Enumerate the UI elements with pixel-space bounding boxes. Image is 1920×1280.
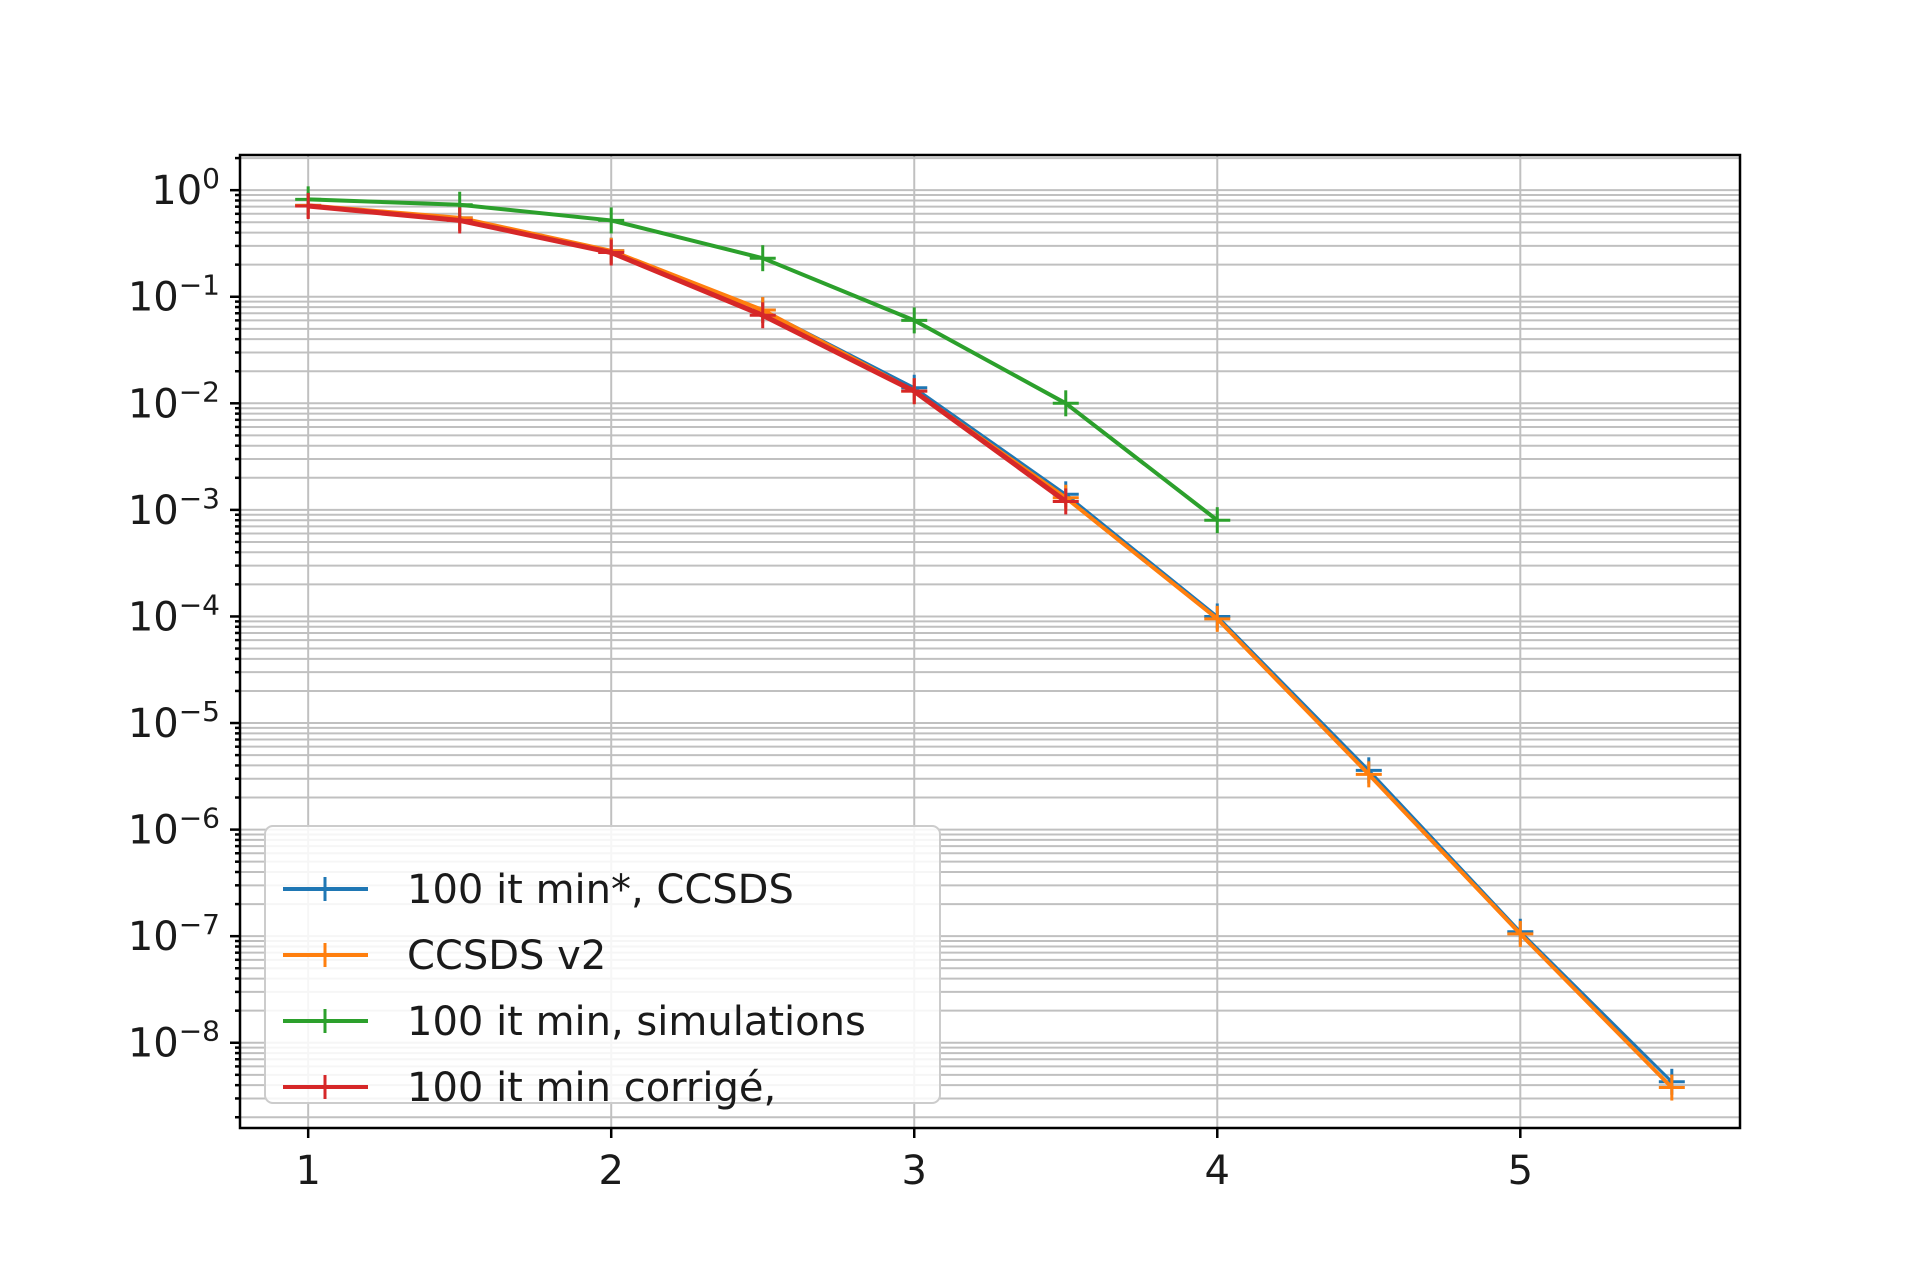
series-layer: [295, 186, 1685, 1101]
data-point: [295, 193, 322, 220]
legend-label: 100 it min, simulations: [407, 999, 866, 1045]
x-tick-label-2: 3: [902, 1148, 927, 1194]
y-tick-label-3: 10−3: [128, 482, 220, 534]
y-tick-label-8: 10−8: [128, 1015, 220, 1067]
data-point: [1204, 605, 1231, 632]
legend-item-1[interactable]: CCSDS v2: [283, 933, 606, 979]
x-tick-label-0: 1: [295, 1148, 320, 1194]
legend-item-3[interactable]: 100 it min corrigé,: [283, 1065, 776, 1111]
legend-box: [264, 825, 941, 1104]
y-tick-label-5: 10−5: [128, 695, 220, 747]
data-point: [749, 245, 776, 272]
y-tick-label-4: 10−4: [128, 588, 220, 640]
data-point: [1052, 488, 1079, 515]
x-tick-label-3: 4: [1205, 1148, 1230, 1194]
y-tick-label-0: 100: [151, 162, 220, 214]
data-point: [901, 378, 928, 405]
legend-item-0[interactable]: 100 it min*, CCSDS: [283, 867, 794, 913]
data-point: [446, 207, 473, 234]
data-point: [901, 307, 928, 334]
legend[interactable]: 100 it min*, CCSDS CCSDS v2 100 it min, si…: [264, 825, 941, 1111]
data-point: [1052, 390, 1079, 417]
legend-label: CCSDS v2: [407, 933, 606, 979]
y-tick-label-2: 10−2: [128, 375, 220, 427]
data-point: [749, 302, 776, 329]
x-tick-label-4: 5: [1508, 1148, 1533, 1194]
data-point: [1507, 920, 1534, 947]
axis-ticks: 1 2 3 4 5 100 10−1 10−2 10−3 10−4 10−5 10−6 10−7 10−8: [128, 156, 1533, 1194]
data-point: [1204, 507, 1231, 534]
legend-label: 100 it min corrigé,: [407, 1065, 776, 1111]
data-point: [598, 207, 625, 234]
y-tick-label-7: 10−7: [128, 908, 220, 960]
legend-label: 100 it min*, CCSDS: [407, 867, 794, 913]
x-tick-label-1: 2: [598, 1148, 623, 1194]
plot-frame: [238, 153, 1742, 1130]
legend-item-2[interactable]: 100 it min, simulations: [283, 999, 866, 1045]
series-3: [295, 193, 1079, 515]
y-tick-label-1: 10−1: [128, 269, 220, 321]
series-2: [295, 186, 1231, 534]
data-point: [598, 239, 625, 266]
data-point: [1355, 761, 1382, 788]
series-line-3: [307, 203, 1068, 504]
y-tick-label-6: 10−6: [128, 802, 220, 854]
data-point: [1658, 1074, 1685, 1101]
